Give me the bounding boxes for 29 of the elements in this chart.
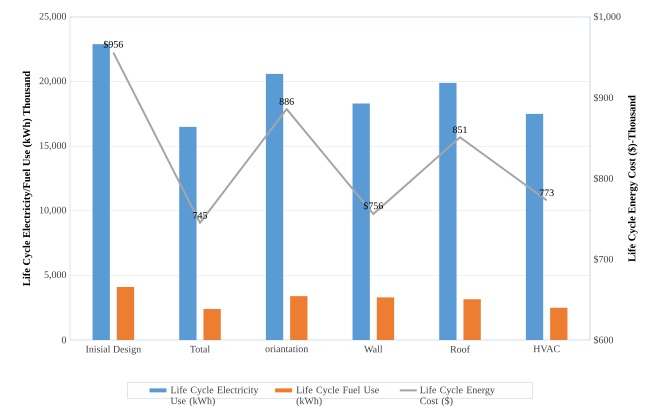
bar — [376, 297, 394, 340]
bar — [116, 287, 134, 340]
y2-tick-label: $900 — [594, 94, 614, 102]
y2-tick-label: $700 — [594, 255, 614, 264]
y2-tick-label: $600 — [594, 336, 614, 344]
y-axis-title: Life Cycle Electricity/Fuel Use (kWh) Thousand — [22, 70, 32, 286]
bar — [203, 308, 221, 340]
y-tick-label: 10,000 — [40, 206, 66, 215]
x-tick-label: Total — [190, 346, 210, 353]
y-tick-label: 15,000 — [40, 142, 66, 150]
x-tick-label: Inisial Design — [86, 346, 141, 355]
x-tick-label: Wall — [364, 346, 382, 353]
y2-tick-label: $1,000 — [594, 12, 621, 22]
y-tick-label: 25,000 — [40, 12, 66, 22]
y2-tick-label: $800 — [594, 174, 614, 182]
y-tick-label: 20,000 — [40, 78, 66, 86]
y-tick-label: 0 — [62, 336, 66, 344]
legend-label: Life Cycle Electricity Use (kWh) — [170, 386, 258, 406]
x-tick-label: HVAC — [533, 346, 560, 352]
bar — [463, 299, 481, 340]
data-label: $956 — [104, 40, 123, 48]
legend-label: Life Cycle Fuel Use (kWh) — [296, 386, 379, 406]
x-tick-label: oriantation — [265, 346, 308, 352]
bar — [290, 296, 308, 340]
y-tick-label: 5,000 — [44, 271, 66, 280]
bar — [550, 308, 568, 340]
x-tick-label: Roof — [450, 346, 470, 353]
legend-label: Life Cycle Energy Cost ($) — [420, 386, 495, 406]
y2-axis-title: Life Cycle Energy Cost ($)-Thousand — [628, 95, 638, 262]
